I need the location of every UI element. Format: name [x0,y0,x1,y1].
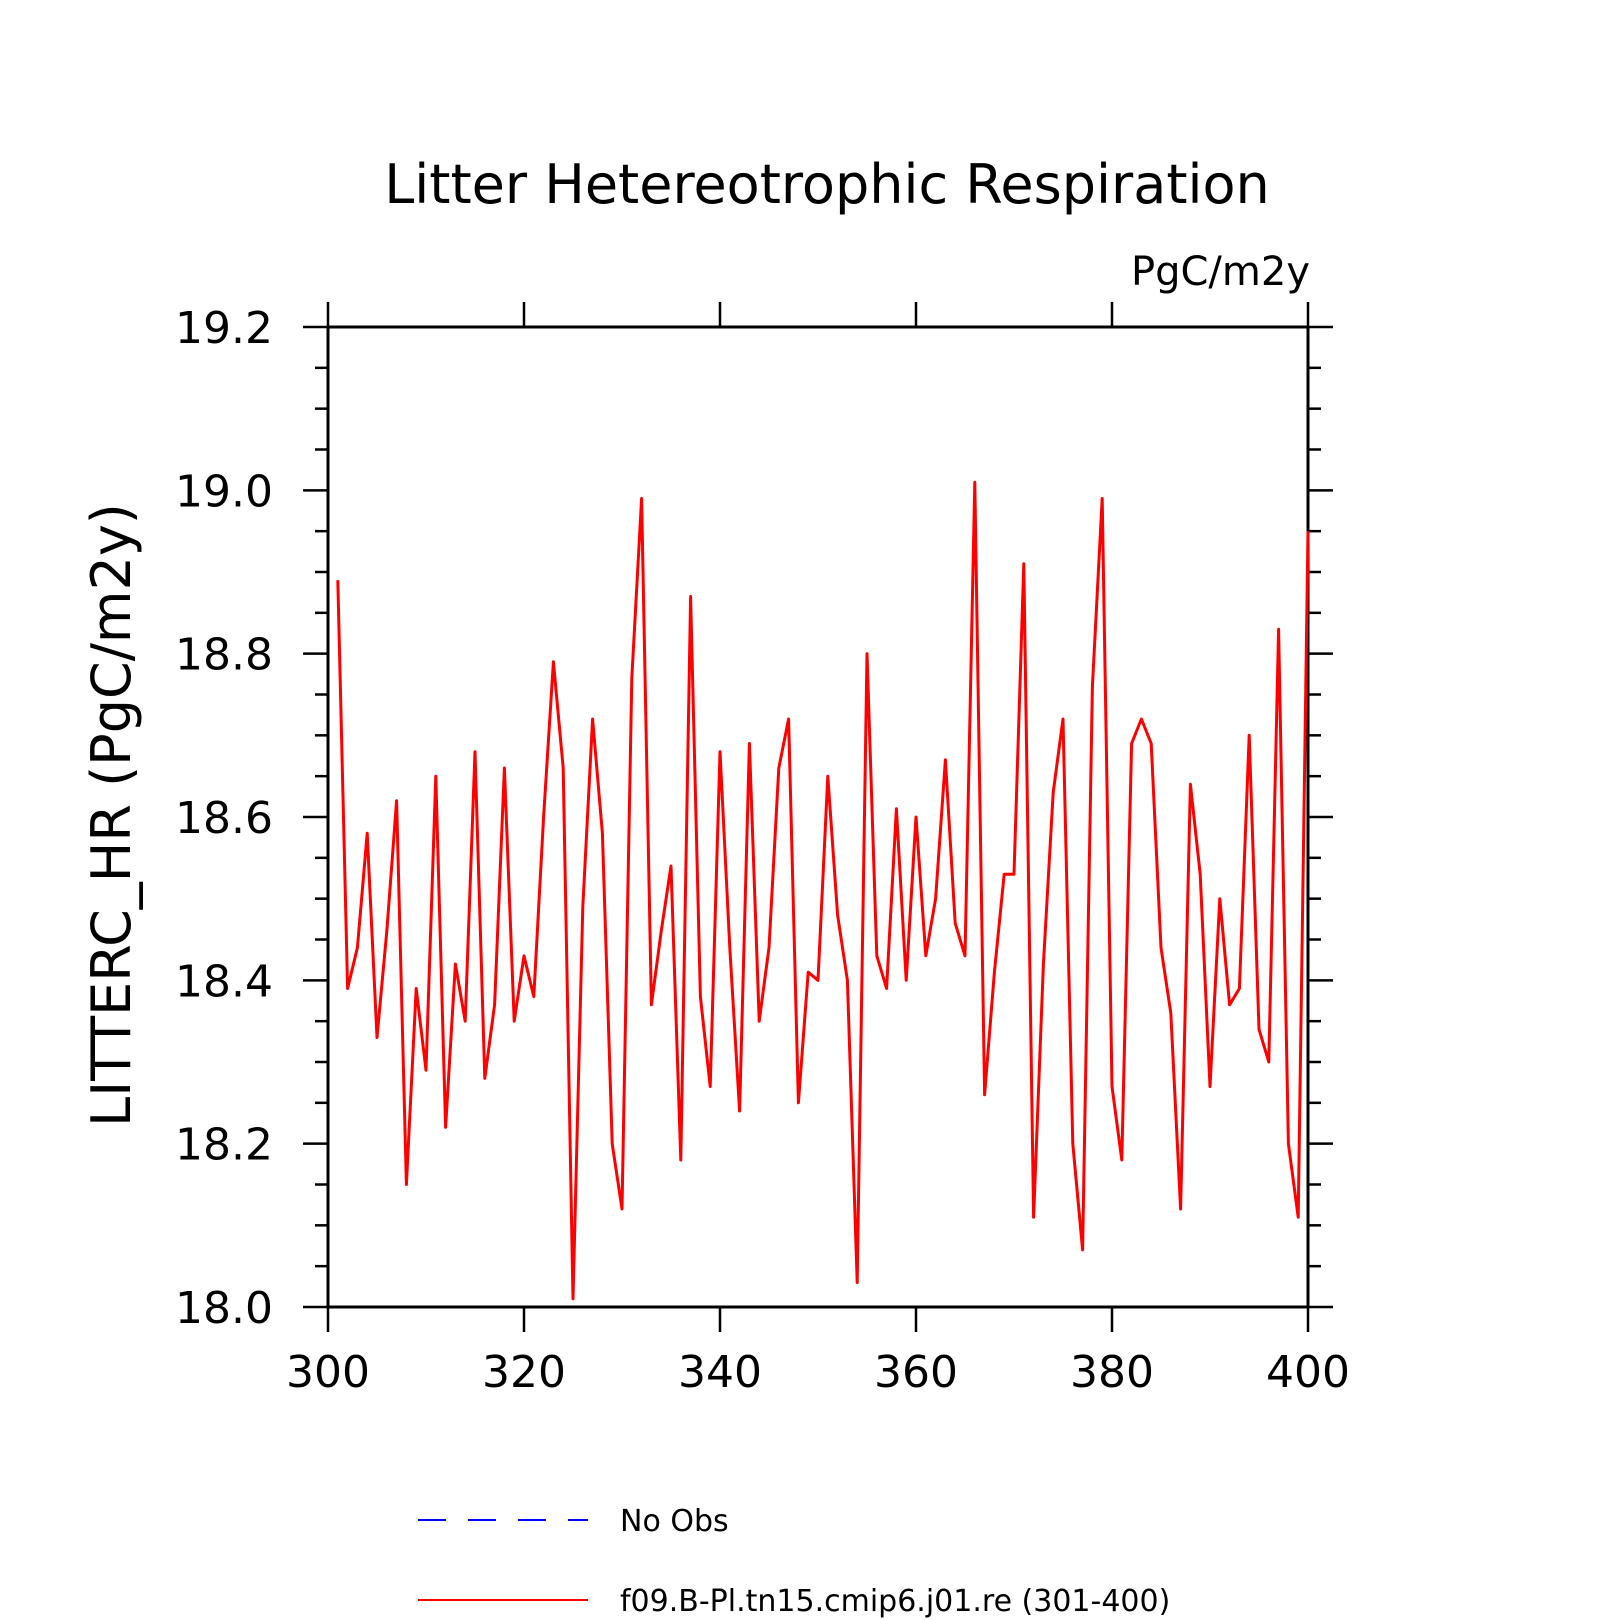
x-tick-label: 320 [482,1347,566,1398]
plot-frame [326,325,1310,1309]
x-tick-label: 340 [678,1347,762,1398]
chart-title: Litter Hetereotrophic Respiration [384,153,1270,216]
x-tick-label: 400 [1266,1347,1350,1398]
axis-ticks [303,302,1333,1332]
y-tick-label: 19.2 [175,303,273,354]
y-tick-labels: 18.0 18.2 18.4 18.6 18.8 19.0 19.2 [175,303,273,1334]
y-tick-label: 18.2 [175,1120,273,1171]
x-tick-label: 300 [286,1347,370,1398]
x-tick-label: 360 [874,1347,958,1398]
plot-border [326,325,1310,1309]
y-tick-label: 18.8 [175,630,273,681]
x-tick-labels: 300 320 340 360 380 400 [286,1347,1350,1398]
y-tick-label: 18.6 [175,793,273,844]
x-tick-label: 380 [1070,1347,1154,1398]
y-axis-label: LITTERC_HR (PgC/m2y) [80,503,143,1127]
y-tick-label: 18.4 [175,956,273,1007]
series-line [336,480,1310,1301]
legend-label: f09.B-Pl.tn15.cmip6.j01.re (301-400) [620,1584,1170,1619]
legend-label: No Obs [620,1504,729,1539]
y-tick-label: 18.0 [175,1283,273,1334]
chart-units: PgC/m2y [1131,249,1310,295]
legend: No Obs f09.B-Pl.tn15.cmip6.j01.re (301-40… [418,1504,1170,1619]
y-tick-label: 19.0 [175,466,273,517]
series-group [336,480,1310,1301]
